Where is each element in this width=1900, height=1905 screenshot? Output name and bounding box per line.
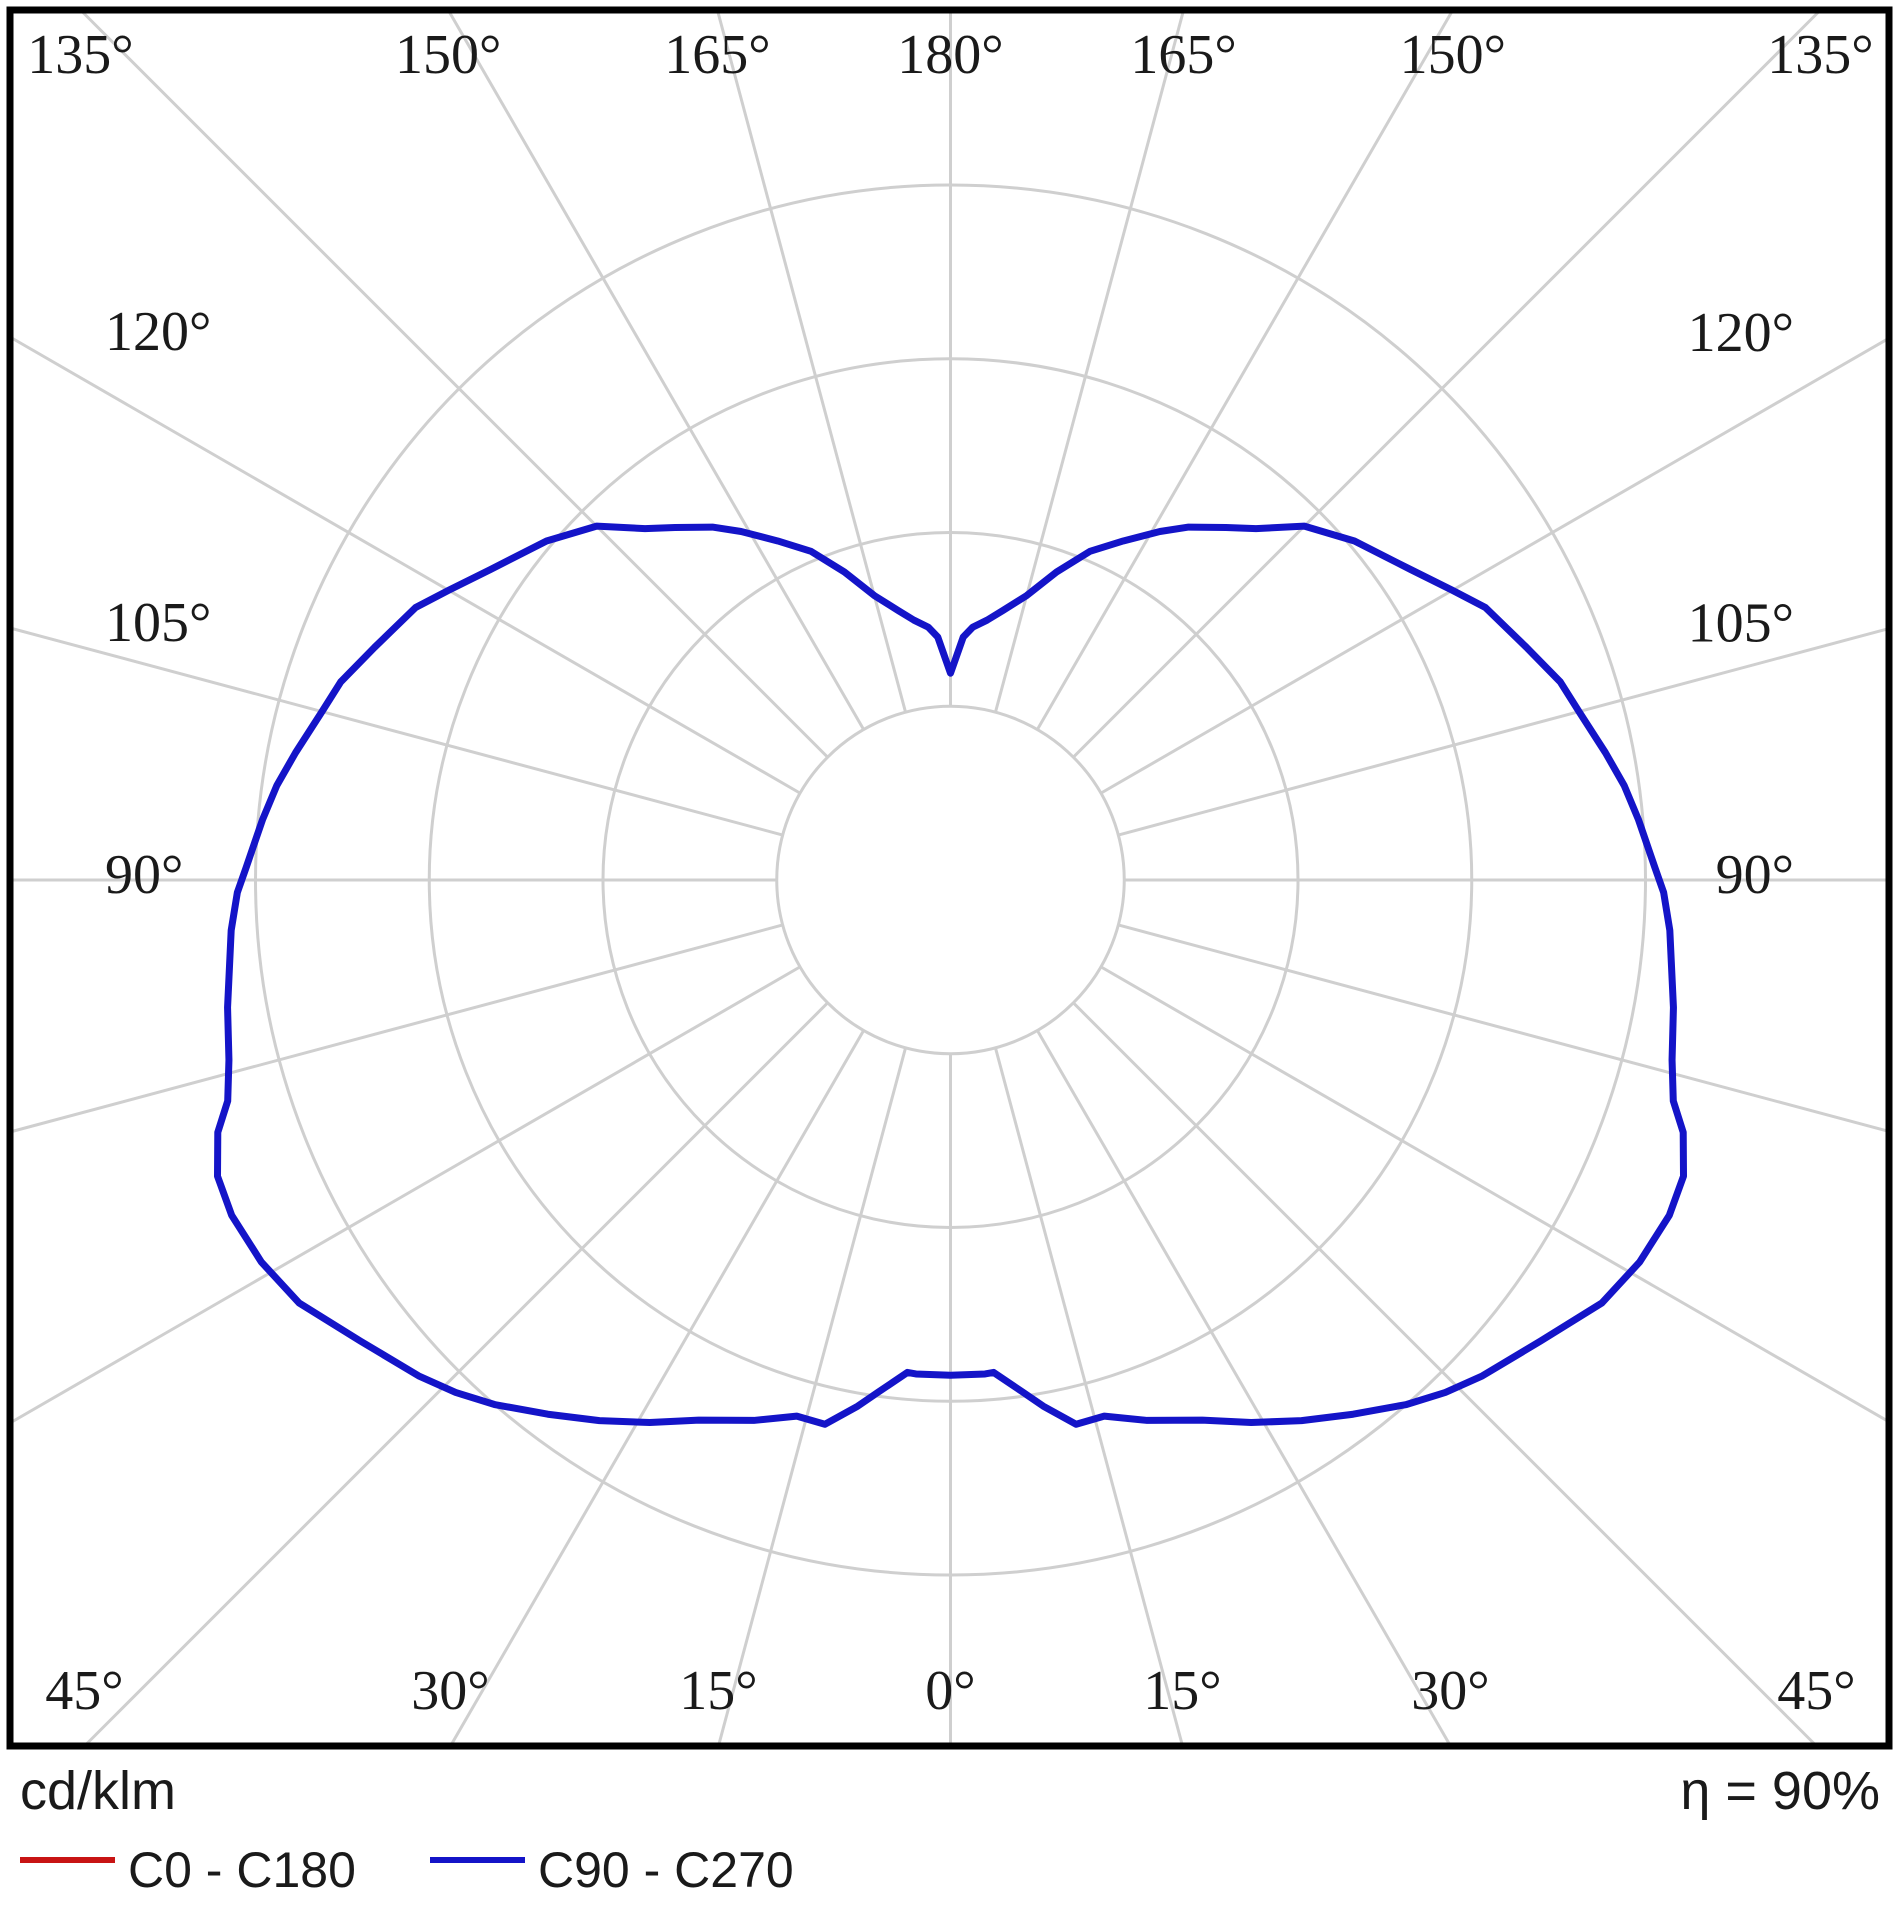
svg-text:180°: 180° [897, 24, 1003, 86]
svg-text:150°: 150° [395, 24, 501, 86]
svg-text:150°: 150° [1400, 24, 1506, 86]
svg-text:90°: 90° [105, 844, 183, 906]
svg-text:135°: 135° [1767, 24, 1873, 86]
svg-text:165°: 165° [664, 24, 770, 86]
svg-text:45°: 45° [1777, 1660, 1855, 1722]
svg-text:30°: 30° [411, 1660, 489, 1722]
svg-text:15°: 15° [679, 1660, 757, 1722]
svg-text:15°: 15° [1143, 1660, 1221, 1722]
svg-text:105°: 105° [1688, 592, 1794, 654]
svg-text:120°: 120° [105, 301, 211, 363]
svg-text:165°: 165° [1130, 24, 1236, 86]
svg-text:105°: 105° [105, 592, 211, 654]
svg-text:0°: 0° [925, 1660, 975, 1722]
svg-text:30°: 30° [1411, 1660, 1489, 1722]
svg-text:90°: 90° [1716, 844, 1794, 906]
svg-text:120°: 120° [1688, 302, 1794, 364]
svg-text:135°: 135° [27, 24, 133, 86]
svg-text:45°: 45° [45, 1660, 123, 1722]
